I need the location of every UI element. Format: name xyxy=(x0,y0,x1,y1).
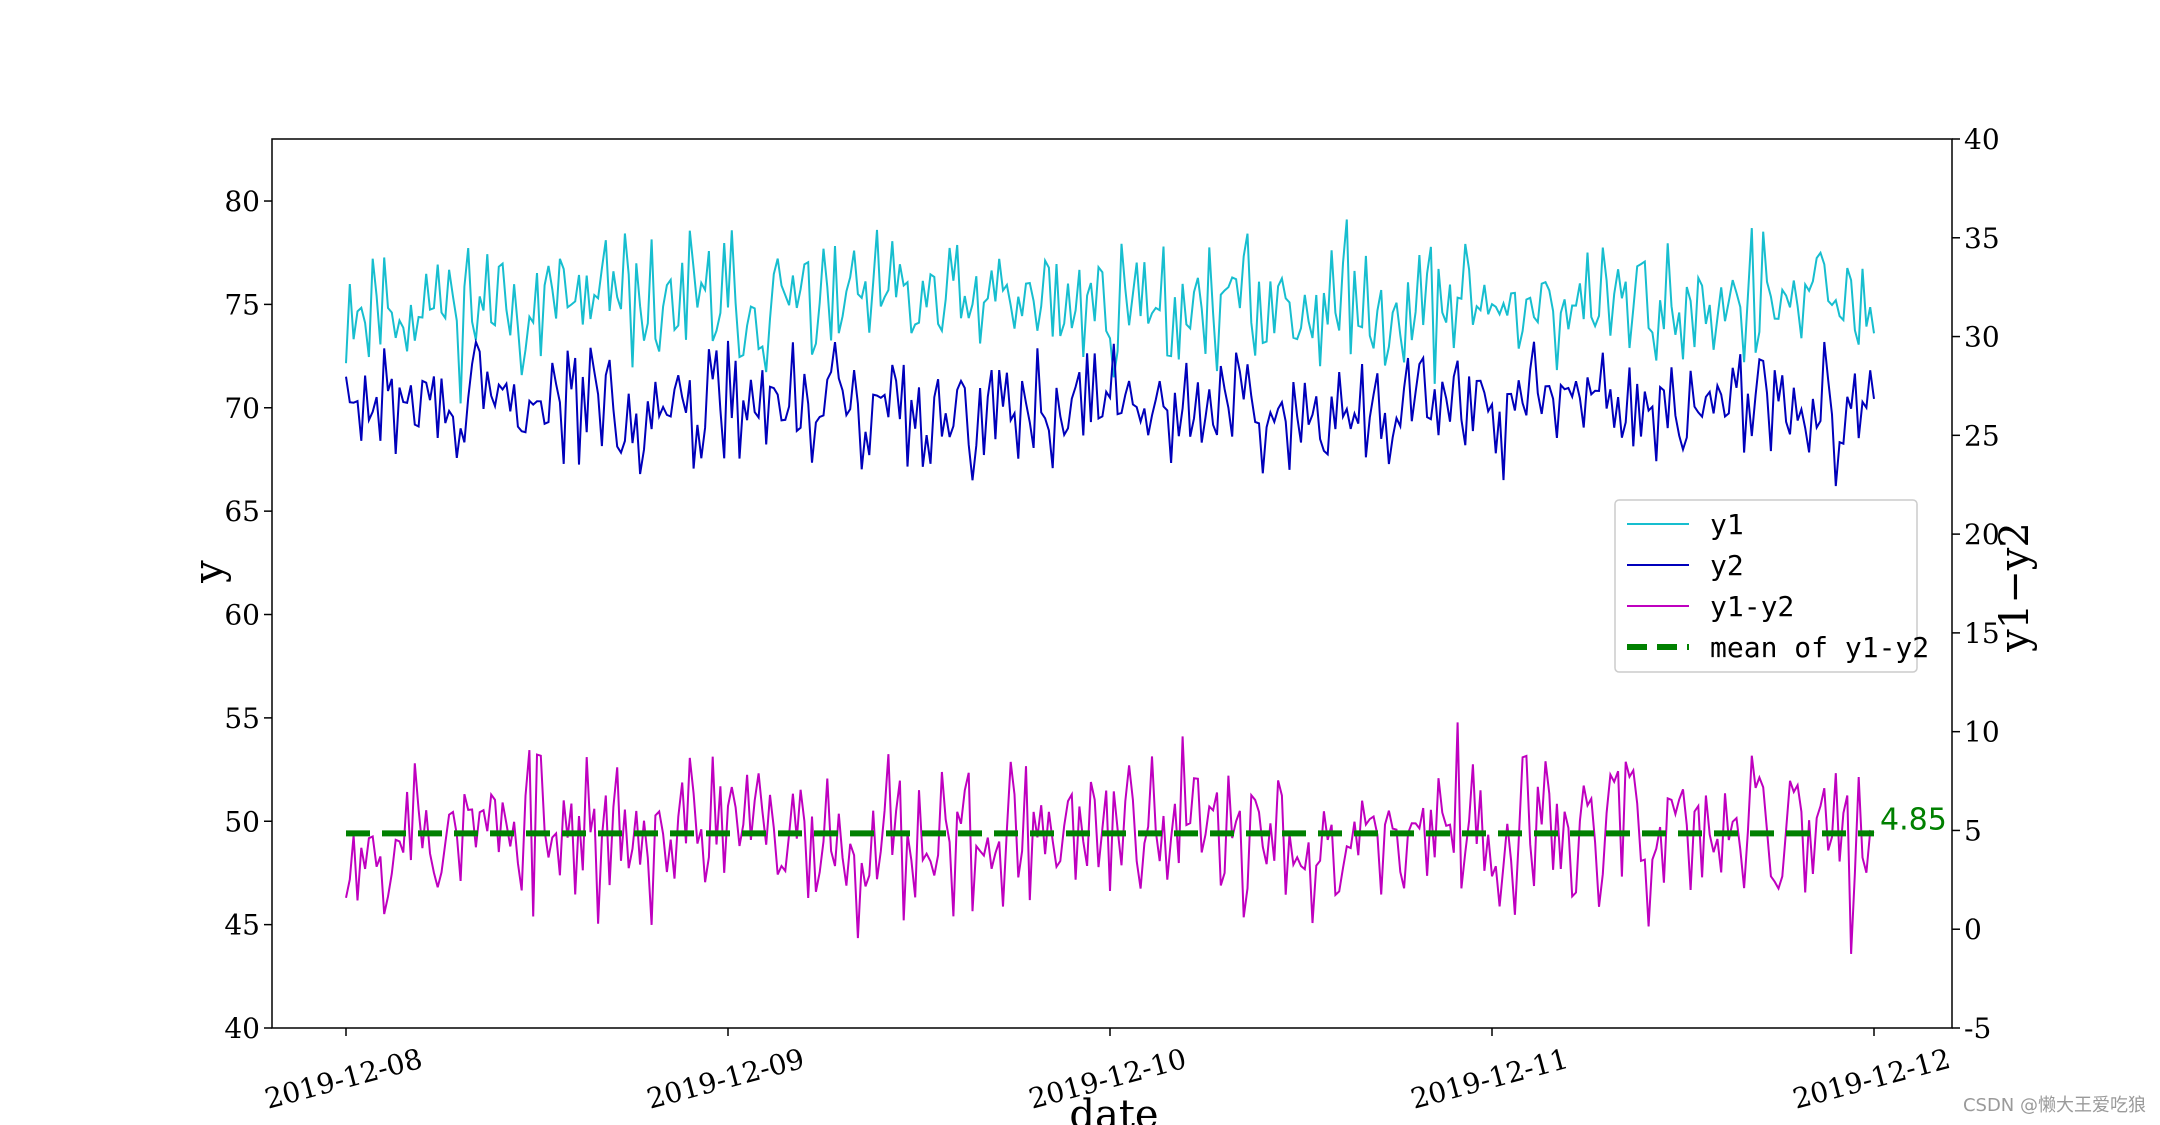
left-y-tick-label: 40 xyxy=(224,1012,260,1045)
left-y-tick-label: 55 xyxy=(224,702,260,735)
right-y-tick-label: 30 xyxy=(1964,321,2000,354)
x-tick-label: 2019-12-09 xyxy=(643,1042,807,1116)
left-y-tick-label: 45 xyxy=(224,909,260,942)
left-y-tick-label: 50 xyxy=(224,805,260,838)
legend-label: y1 xyxy=(1710,508,1744,541)
mean-annotation: 4.85 xyxy=(1880,802,1947,837)
right-y-tick-label: 0 xyxy=(1964,913,1982,946)
legend: y1 y2 y1-y2 mean of y1-y2 xyxy=(1614,499,1929,673)
legend-box xyxy=(1614,499,1918,673)
series-y1-y2-line xyxy=(345,722,1875,954)
right-y-tick-label: 5 xyxy=(1964,814,1982,847)
x-axis-label: date xyxy=(1069,1092,1158,1125)
right-y-tick-label: 40 xyxy=(1964,123,2000,156)
right-y-tick-label: 35 xyxy=(1964,222,2000,255)
series-y2-line xyxy=(345,338,1875,487)
left-y-tick-label: 65 xyxy=(224,495,260,528)
legend-label: y1-y2 xyxy=(1710,590,1794,623)
legend-label: mean of y1-y2 xyxy=(1710,631,1929,664)
right-y-axis: -5 0 5 10 15 20 25 30 35 40 xyxy=(1952,123,2000,1045)
x-tick-label: 2019-12-12 xyxy=(1789,1042,1953,1116)
left-y-axis: 40 45 50 55 60 65 70 75 80 xyxy=(224,185,272,1045)
x-tick-label: 2019-12-08 xyxy=(261,1042,425,1116)
left-y-tick-label: 75 xyxy=(224,288,260,321)
x-tick-label: 2019-12-11 xyxy=(1407,1042,1571,1116)
left-y-tick-label: 60 xyxy=(224,599,260,632)
left-y-tick-label: 80 xyxy=(224,185,260,218)
y-axis-label-left: y xyxy=(186,560,232,584)
watermark: CSDN @懒大王爱吃狼 xyxy=(1962,1095,2146,1116)
right-y-tick-label: 20 xyxy=(1964,518,2000,551)
right-y-tick-label: 15 xyxy=(1964,617,2000,650)
plot-frame xyxy=(271,138,1953,1029)
y-axis-label-right: y1−y2 xyxy=(1992,522,2038,653)
right-y-tick-label: 10 xyxy=(1964,716,2000,749)
right-y-tick-label: 25 xyxy=(1964,419,2000,452)
legend-label: y2 xyxy=(1710,549,1744,582)
right-y-tick-label: -5 xyxy=(1964,1012,1991,1045)
series-y1-line xyxy=(345,219,1875,404)
left-y-tick-label: 70 xyxy=(224,392,260,425)
plot-area: 4.85 xyxy=(345,219,1947,954)
